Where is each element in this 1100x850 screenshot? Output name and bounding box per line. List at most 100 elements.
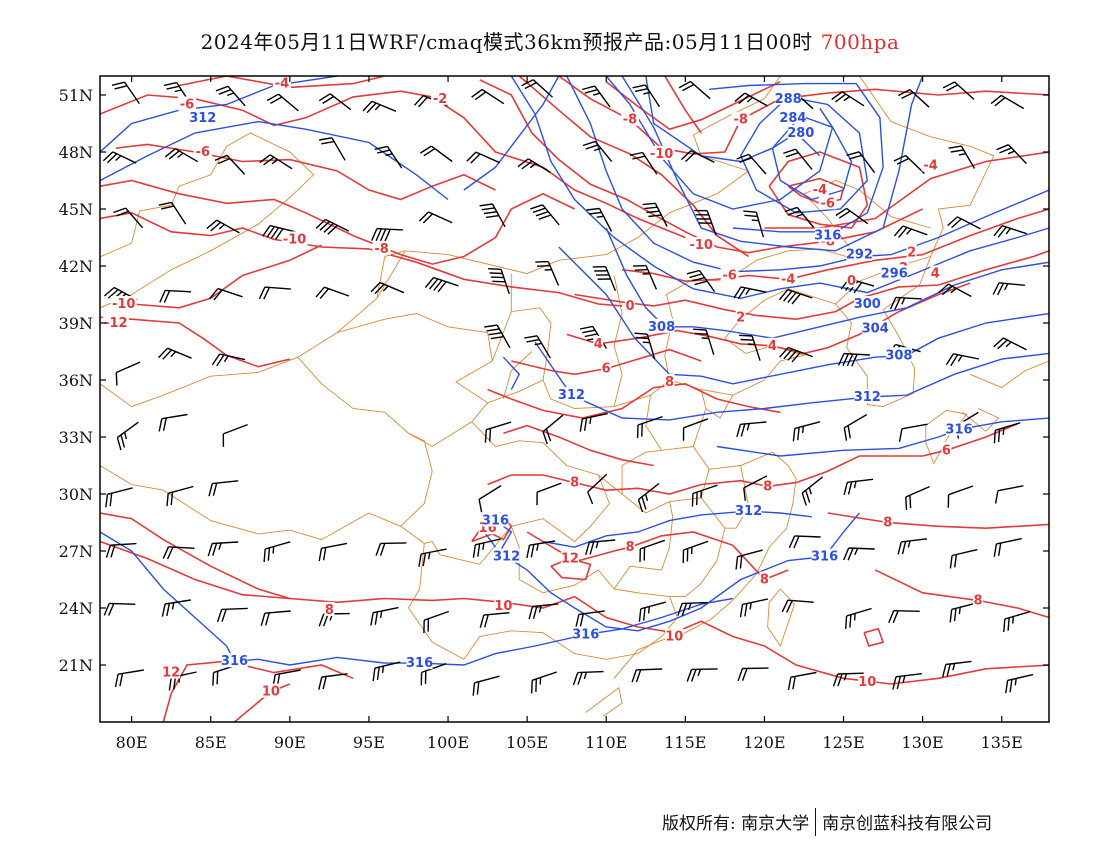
wind-barb [694, 209, 717, 236]
wind-barb [370, 281, 405, 295]
lon-tick-label: 125E [822, 733, 864, 752]
temperature-label: -10 [112, 297, 136, 312]
border-line [297, 313, 493, 448]
wind-barb [843, 478, 874, 496]
wind-barb [949, 548, 978, 569]
temperature-label: -2 [433, 92, 447, 107]
wind-barb [102, 151, 137, 164]
wind-barb [318, 93, 352, 111]
wind-barb [739, 598, 769, 618]
height-isoline [100, 120, 449, 201]
wind-barb [636, 415, 663, 439]
footer-divider [815, 808, 817, 836]
temperature-label: 6 [942, 443, 951, 458]
copyright-company: 南京创蓝科技有限公司 [822, 814, 993, 834]
temperature-label: 8 [570, 476, 579, 491]
height-label: 316 [811, 550, 838, 565]
temperature-label: -6 [820, 196, 834, 211]
temperature-label: 4 [594, 337, 603, 352]
height-label: 316 [221, 654, 248, 669]
wind-barb [488, 268, 510, 295]
border-line [621, 449, 662, 494]
wind-barb [892, 673, 922, 690]
height-label: 316 [572, 628, 599, 643]
temperature-label: -8 [374, 242, 388, 257]
height-label: 316 [814, 229, 841, 244]
wind-barb [587, 473, 608, 505]
plot-frame [99, 75, 1050, 723]
wind-barb [691, 484, 718, 507]
wind-barb [582, 85, 611, 108]
wind-barb [639, 539, 666, 562]
temperature-label: 10 [494, 599, 512, 614]
wind-barb [579, 412, 608, 432]
lon-tick-label: 110E [585, 733, 627, 752]
temperature-isotherm [518, 76, 750, 258]
wind-barb [530, 204, 560, 226]
temperature-isotherm [768, 151, 869, 229]
wind-barb [888, 610, 920, 624]
wind-barb [111, 81, 140, 104]
wind-barb [942, 81, 975, 100]
wind-barb [835, 207, 869, 225]
border-line [724, 465, 750, 529]
temperature-label: 10 [665, 630, 683, 645]
wind-barb [479, 612, 510, 628]
wind-barb [423, 610, 450, 634]
wind-barb [159, 289, 192, 303]
height-label: 312 [735, 504, 762, 519]
wind-barb [737, 667, 769, 682]
wind-barb [949, 602, 978, 623]
height-label: 280 [787, 126, 814, 141]
height-label: 312 [493, 550, 520, 565]
wind-barb [479, 203, 506, 228]
temperature-isotherm [605, 80, 781, 131]
wind-barb [947, 216, 981, 230]
wind-barb [418, 548, 447, 567]
wind-barb [1005, 673, 1034, 694]
wind-barb [420, 663, 447, 686]
wind-barb [792, 421, 821, 442]
height-isoline [510, 76, 1049, 300]
wind-barb [832, 672, 864, 687]
wind-barb [736, 421, 767, 437]
wind-barb [113, 207, 144, 229]
temperature-label: -10 [650, 147, 674, 162]
temperature-label: -4 [275, 77, 289, 92]
wind-barb [209, 287, 243, 301]
temperature-isotherm [100, 211, 623, 307]
wind-barb [424, 276, 459, 293]
wind-barb [526, 540, 556, 559]
wind-barb [472, 675, 500, 696]
wind-barb [582, 140, 613, 163]
wind-barb [258, 286, 291, 300]
wind-barb [682, 418, 709, 441]
wind-barb [318, 673, 348, 690]
wind-barb [778, 289, 813, 305]
height-label: 308 [648, 320, 675, 335]
wind-barb [633, 264, 658, 290]
wind-barb [629, 151, 658, 175]
lat-tick-label: 51N [59, 86, 93, 105]
wind-barb [162, 546, 195, 560]
map-title: 2024年05月11日WRF/cmaq模式36km预报产品:05月11日00时 7… [0, 26, 1100, 55]
wind-barb [682, 540, 709, 564]
wind-barb [787, 671, 817, 691]
height-label: 316 [482, 514, 509, 529]
wind-barb [521, 79, 553, 98]
wind-barb [371, 227, 403, 242]
height-label: 296 [881, 267, 908, 282]
height-isoline [534, 341, 1049, 421]
wind-barb [535, 260, 560, 286]
border-line [100, 465, 575, 660]
copyright-owner: 版权所有: 南京大学 [662, 814, 810, 834]
wind-barb [993, 422, 1021, 444]
wind-barb [484, 421, 512, 443]
wind-barb [266, 93, 299, 112]
wind-barb [898, 423, 928, 442]
temperature-label: -4 [813, 183, 827, 198]
height-label: 308 [885, 348, 912, 363]
height-label: 288 [775, 92, 802, 107]
wind-barb [472, 538, 501, 558]
wind-barb [318, 612, 350, 627]
